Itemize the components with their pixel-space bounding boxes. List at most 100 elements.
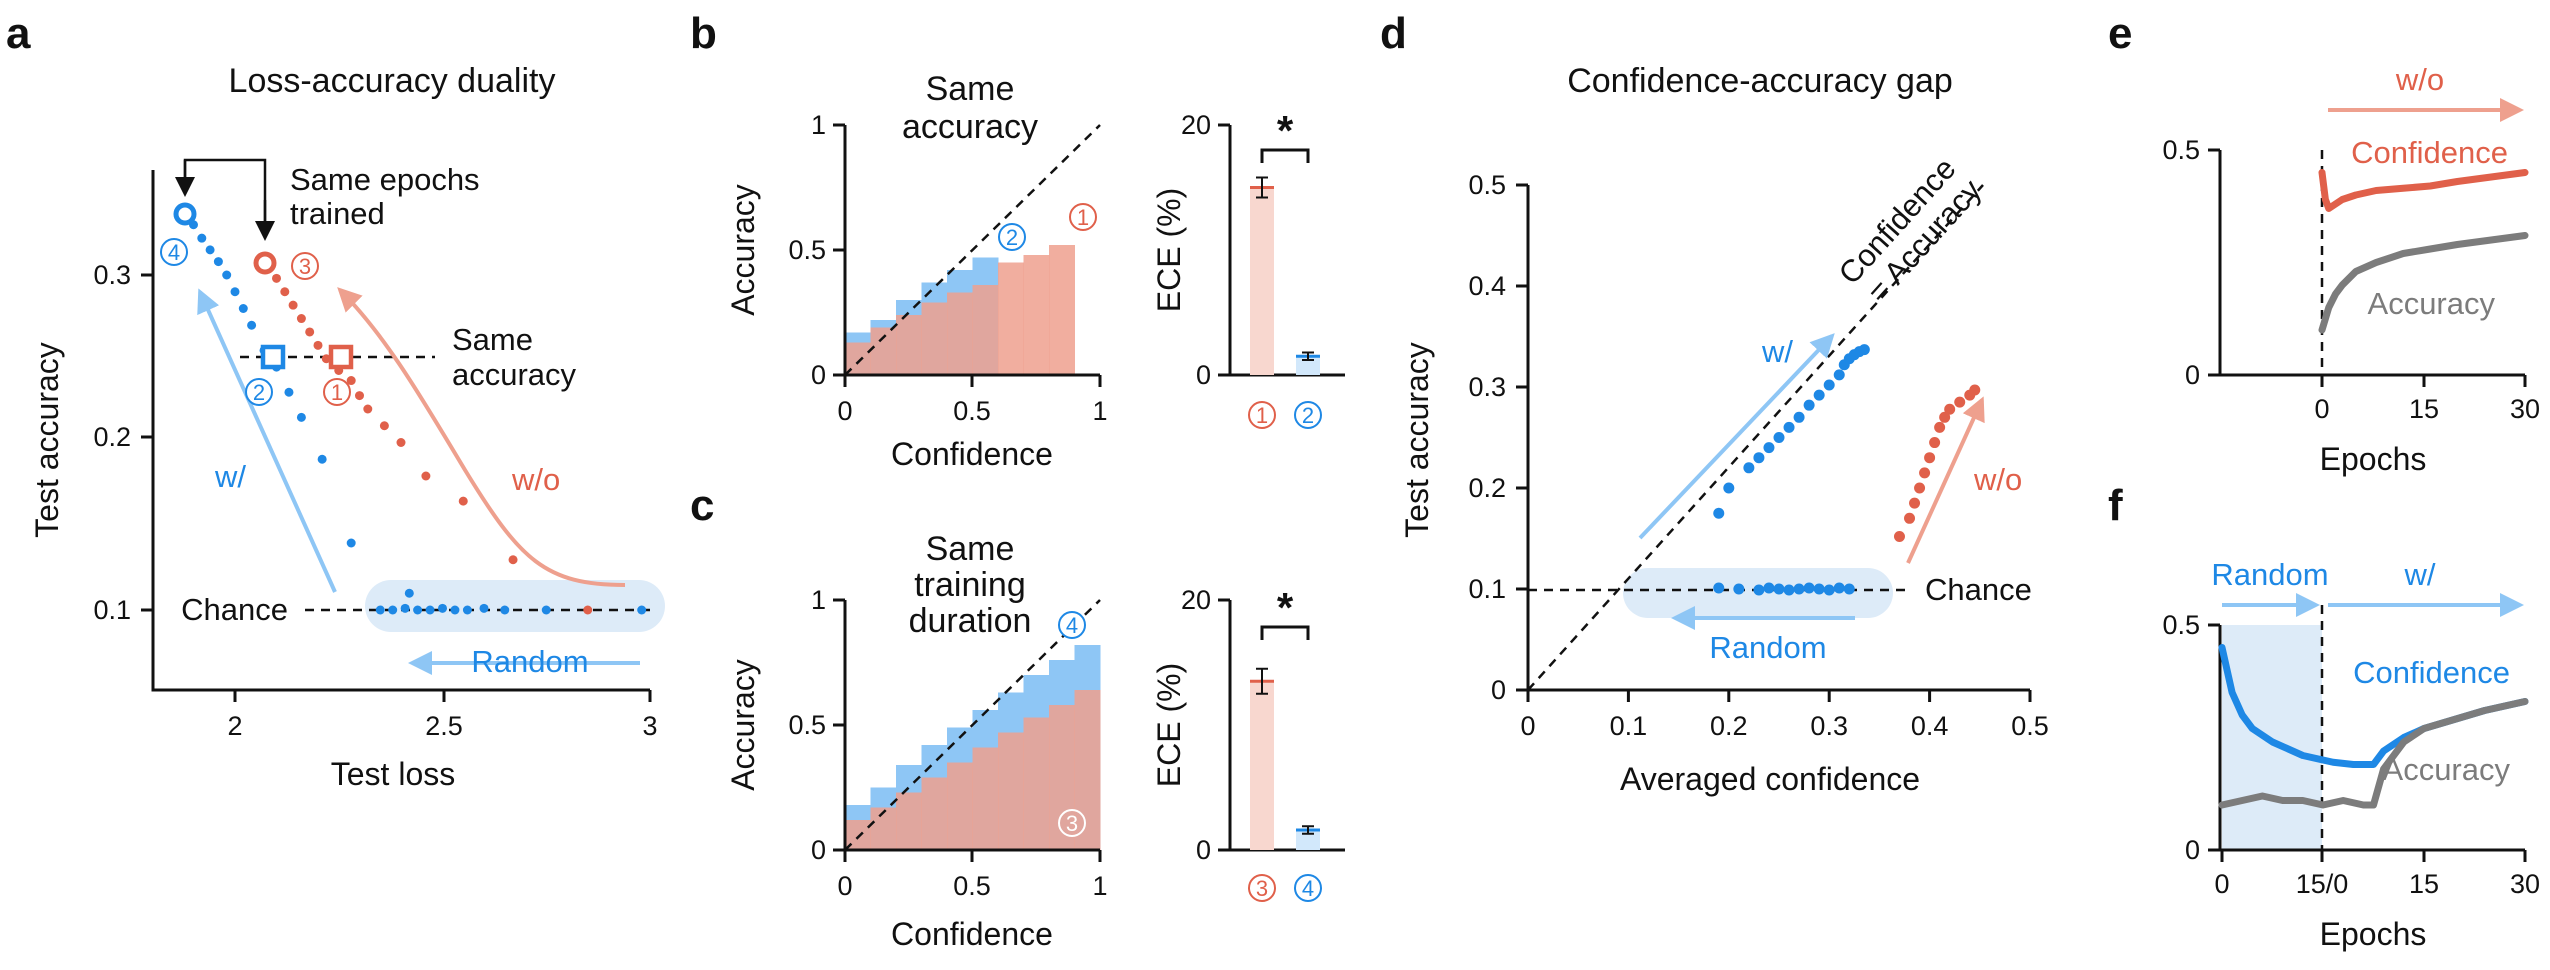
d-w-label: w/ xyxy=(1761,334,1793,369)
a-point-wo xyxy=(321,354,331,364)
d-point-wo xyxy=(1954,396,1966,408)
d-point-w xyxy=(1723,482,1735,494)
c-ece-cat-3: 3 xyxy=(1248,874,1276,902)
label-4-text: 4 xyxy=(168,240,180,265)
b-ece-ytick-label: 0 xyxy=(1196,360,1211,390)
c-ytick-label: 1 xyxy=(811,585,826,615)
panel-a-axes: 0.1 0.2 0.3 2 2.5 3 Test loss Test accur… xyxy=(29,170,658,792)
d-point-w xyxy=(1858,344,1870,356)
b-bars-bin-1 xyxy=(1023,255,1050,375)
e-xtick-label: 15 xyxy=(2409,394,2439,424)
c-ece-bar xyxy=(1296,830,1320,850)
c-ece-cat-4-text: 4 xyxy=(1302,876,1314,901)
e-lines-accuracy-line xyxy=(2318,232,2529,334)
a-point-Random xyxy=(438,603,447,613)
c-bars-bin-3 xyxy=(921,777,948,850)
panel-c-title-2: training xyxy=(914,566,1026,604)
b-bars-bin-1 xyxy=(921,302,948,375)
b-ylabel: Accuracy xyxy=(725,184,761,316)
f-lines xyxy=(2218,644,2529,809)
d-point-Random xyxy=(1713,582,1725,594)
d-point-Random xyxy=(1753,584,1765,596)
d-point-w xyxy=(1763,442,1775,454)
d-point-Random xyxy=(1843,583,1855,595)
a-point-wo xyxy=(280,287,290,297)
d-point-wo xyxy=(1924,452,1936,464)
d-point-wo xyxy=(1934,421,1946,433)
c-label-4: 4 xyxy=(1058,611,1086,639)
b-ytick-label: 0 xyxy=(811,360,826,390)
d-point-Random xyxy=(1823,584,1835,596)
d-xlabel: Averaged confidence xyxy=(1620,761,1920,797)
panel-c: c Same training duration 0 0.5 1 0 0.5 1… xyxy=(690,481,1345,952)
a-point-w xyxy=(247,320,257,330)
c-label-4-text: 4 xyxy=(1066,613,1078,638)
a-point-w xyxy=(284,387,294,397)
e-accuracy-label: Accuracy xyxy=(2368,286,2496,321)
panel-letter-b: b xyxy=(690,9,717,58)
a-point-w xyxy=(205,245,215,255)
d-xtick-label: 0.1 xyxy=(1610,711,1648,741)
a-xtick-label: 2 xyxy=(227,711,242,741)
a-point-Random xyxy=(400,603,410,613)
label-2: 2 xyxy=(245,378,273,406)
d-ytick-label: 0.1 xyxy=(1468,574,1506,604)
d-xtick-label: 0 xyxy=(1520,711,1535,741)
panel-a: a Loss-accuracy duality 0.1 0.2 0.3 2 2.… xyxy=(6,9,665,792)
d-point-Random xyxy=(1733,583,1745,595)
d-chance-label: Chance xyxy=(1925,572,2032,607)
a-point-w xyxy=(197,233,207,243)
d-w-arrow xyxy=(1638,333,1835,540)
a-point-Random xyxy=(541,605,551,615)
d-point-wo xyxy=(1914,482,1926,494)
a-point-wo xyxy=(355,391,364,401)
a-point-Random xyxy=(413,605,423,615)
f-random-shading xyxy=(2222,625,2322,849)
same-epochs-label-2: trained xyxy=(290,196,385,231)
c-ece-ytick-label: 0 xyxy=(1196,835,1211,865)
b-ece-ytick-label: 20 xyxy=(1181,110,1211,140)
b-bars-bin-1 xyxy=(947,292,973,375)
a-point-w xyxy=(346,538,356,548)
panel-a-points xyxy=(180,206,647,615)
c-ece-cat-3-text: 3 xyxy=(1256,876,1268,901)
e-ytick-label: 0 xyxy=(2185,360,2200,390)
panel-letter-c: c xyxy=(690,481,714,530)
random-region-band xyxy=(365,580,665,632)
f-xlabel: Epochs xyxy=(2320,916,2427,952)
b-diagonal xyxy=(844,124,1101,376)
e-xtick-label: 0 xyxy=(2314,394,2329,424)
same-accuracy-label-1: Same xyxy=(452,322,533,357)
b-bars-bin-1 xyxy=(972,285,999,375)
c-ylabel: Accuracy xyxy=(725,659,761,791)
b-label-1-text: 1 xyxy=(1077,205,1089,230)
b-xtick-label: 1 xyxy=(1092,396,1107,426)
b-ece-cat-1: 1 xyxy=(1248,401,1276,429)
d-wo-label: w/o xyxy=(1973,462,2022,497)
e-wo-label: w/o xyxy=(2395,62,2444,97)
c-xtick-label: 0.5 xyxy=(953,871,991,901)
a-point-wo xyxy=(305,327,315,337)
c-ytick-label: 0 xyxy=(811,835,826,865)
d-diagonal xyxy=(1527,184,1984,691)
a-point-wo xyxy=(583,605,593,615)
a-point-wo xyxy=(296,314,306,324)
d-point-w xyxy=(1713,507,1725,519)
panel-b-bars xyxy=(845,245,1075,375)
c-bars-bin-3 xyxy=(1074,690,1101,850)
marker-1-square xyxy=(328,344,354,370)
b-ece-bar xyxy=(1250,187,1274,375)
f-xtick-label: 30 xyxy=(2510,869,2540,899)
d-point-wo xyxy=(1969,384,1981,396)
b-label-1: 1 xyxy=(1069,203,1097,231)
a-point-wo xyxy=(346,376,356,386)
f-random-label: Random xyxy=(2211,557,2328,592)
panel-letter-e: e xyxy=(2108,9,2132,58)
d-point-wo xyxy=(1893,530,1905,542)
c-ece-bars xyxy=(1250,667,1320,850)
panel-letter-f: f xyxy=(2108,481,2123,530)
panel-b-title-1: Same xyxy=(926,70,1015,108)
d-point-Random xyxy=(1813,583,1825,595)
marker-2-square xyxy=(260,344,286,370)
d-ticks: 0 0.1 0.2 0.3 0.4 0.5 0 0.1 0.2 0.3 0.4 0.5 xyxy=(1468,170,2048,741)
